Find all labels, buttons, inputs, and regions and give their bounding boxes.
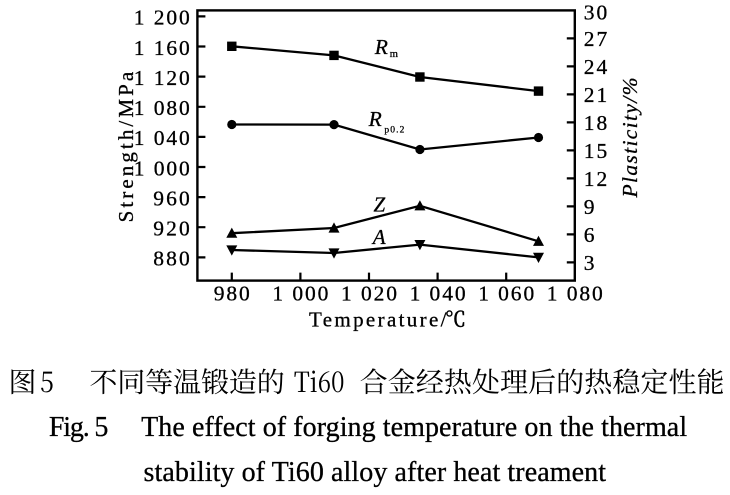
svg-text:1 080: 1 080 (547, 282, 603, 306)
svg-text:The effect of forging temperat: The effect of forging temperature on the… (141, 412, 687, 443)
svg-text:1 020: 1 020 (341, 282, 397, 306)
svg-text:1 000: 1 000 (134, 156, 190, 180)
svg-text:24: 24 (584, 55, 608, 79)
svg-text:1 060: 1 060 (478, 282, 534, 306)
svg-text:3: 3 (584, 251, 595, 275)
svg-text:6: 6 (584, 223, 595, 247)
svg-text:1 040: 1 040 (410, 282, 466, 306)
svg-text:960: 960 (153, 186, 190, 210)
svg-text:27: 27 (584, 27, 608, 51)
svg-text:880: 880 (153, 247, 190, 271)
svg-text:Z: Z (374, 193, 386, 217)
svg-text:920: 920 (153, 217, 190, 241)
svg-text:p0.2: p0.2 (384, 125, 404, 135)
svg-text:Strength/MPa: Strength/MPa (114, 71, 138, 222)
svg-text:R: R (374, 35, 388, 59)
svg-text:980: 980 (214, 282, 250, 306)
svg-text:stability of Ti60 alloy after: stability of Ti60 alloy after heat tream… (144, 457, 607, 488)
svg-text:Fig. 5: Fig. 5 (49, 412, 109, 443)
svg-text:9: 9 (584, 195, 595, 219)
svg-text:1 160: 1 160 (134, 36, 190, 60)
svg-text:1 040: 1 040 (134, 126, 190, 150)
svg-text:1 200: 1 200 (134, 6, 190, 30)
svg-text:Temperature/: Temperature/ (309, 308, 447, 332)
svg-text:1 000: 1 000 (272, 282, 328, 306)
svg-text:1 120: 1 120 (134, 66, 190, 90)
svg-text:1 080: 1 080 (134, 96, 190, 120)
svg-text:Plasticity/%: Plasticity/% (618, 78, 642, 199)
svg-text:A: A (371, 225, 386, 249)
svg-text:m: m (390, 49, 398, 60)
svg-text:R: R (368, 107, 382, 131)
